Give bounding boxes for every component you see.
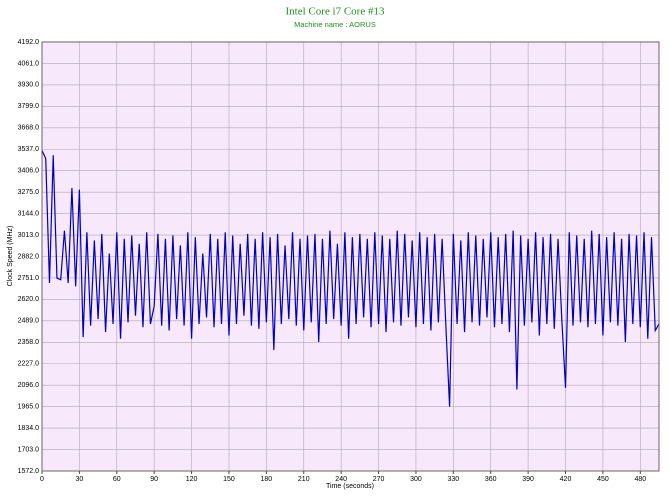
- x-tick-label: 420: [560, 476, 572, 483]
- y-tick-label: 2358.0: [18, 339, 40, 346]
- x-tick-label: 180: [261, 476, 273, 483]
- x-tick-label: 480: [634, 476, 646, 483]
- y-tick-label: 4061.0: [18, 60, 40, 67]
- x-tick-label: 120: [186, 476, 198, 483]
- y-tick-label: 3406.0: [18, 168, 40, 175]
- y-tick-label: 2882.0: [18, 253, 40, 260]
- y-tick-label: 4192.0: [18, 39, 40, 46]
- data-line: [41, 150, 660, 407]
- y-tick-label: 2751.0: [18, 275, 40, 282]
- x-axis-label: Time (seconds): [326, 483, 374, 490]
- chart-title: Intel Core i7 Core #13: [286, 6, 385, 18]
- x-tick-label: 330: [447, 476, 459, 483]
- y-tick-label: 2620.0: [18, 296, 40, 303]
- y-tick-label: 1703.0: [18, 446, 40, 453]
- y-tick-label: 3013.0: [18, 232, 40, 239]
- y-axis-label: Clock Speed (MHz): [7, 226, 14, 287]
- x-tick-label: 0: [40, 476, 44, 483]
- y-tick-label: 3144.0: [18, 210, 40, 217]
- y-tick-label: 2096.0: [18, 382, 40, 389]
- x-tick-label: 300: [410, 476, 422, 483]
- y-tick-label: 3275.0: [18, 189, 40, 196]
- y-tick-label: 3668.0: [18, 125, 40, 132]
- chart-subtitle: Machine name : AORUS: [294, 20, 376, 29]
- x-tick-label: 270: [373, 476, 385, 483]
- x-tick-label: 360: [485, 476, 497, 483]
- y-tick-label: 1834.0: [18, 425, 40, 432]
- x-tick-label: 240: [335, 476, 347, 483]
- y-tick-label: 2489.0: [18, 318, 40, 325]
- y-tick-label: 3799.0: [18, 103, 40, 110]
- y-tick-label: 2227.0: [18, 361, 40, 368]
- y-tick-label: 1965.0: [18, 403, 40, 410]
- x-tick-label: 60: [113, 476, 121, 483]
- plot-border: [41, 41, 660, 472]
- x-tick-label: 210: [298, 476, 310, 483]
- y-tick-label: 3930.0: [18, 82, 40, 89]
- y-tick-label: 3537.0: [18, 146, 40, 153]
- y-tick-label: 1572.0: [18, 468, 40, 475]
- x-tick-label: 390: [522, 476, 534, 483]
- x-tick-label: 450: [597, 476, 609, 483]
- x-tick-label: 90: [150, 476, 158, 483]
- x-tick-label: 30: [75, 476, 83, 483]
- x-tick-label: 150: [223, 476, 235, 483]
